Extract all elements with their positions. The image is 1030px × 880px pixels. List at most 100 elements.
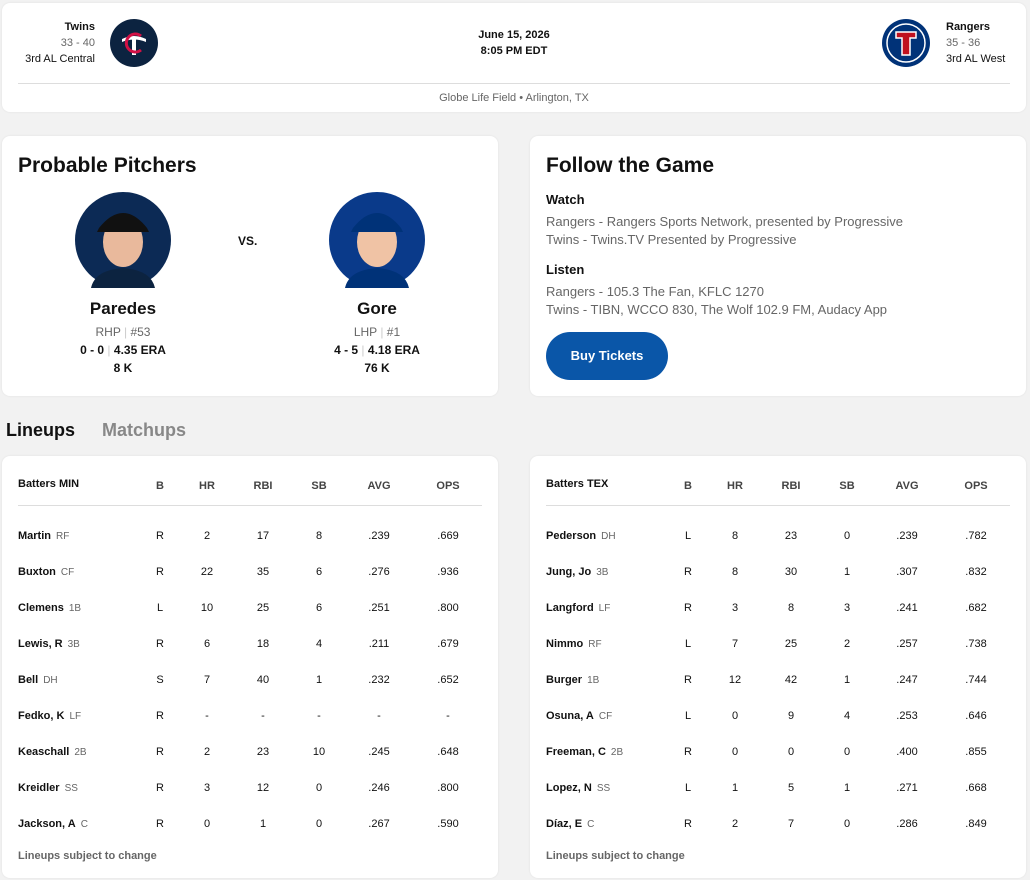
stat-cell: 7 (787, 818, 795, 830)
stat-cell: .267 (368, 818, 390, 830)
stat-cell: L (684, 638, 692, 650)
batter: Lewis, R 3B (18, 638, 80, 650)
batter-position: C (80, 819, 88, 830)
stat-cell: 8 (315, 530, 323, 542)
batter-name: Osuna, A (546, 710, 594, 722)
watch-item: Twins - Twins.TV Presented by Progressiv… (546, 232, 797, 247)
stat-cell: .247 (896, 674, 918, 686)
batter-position: C (587, 819, 595, 830)
listen-label: Listen (546, 262, 585, 277)
stat-cell: .800 (437, 782, 459, 794)
batter-name: Nimmo (546, 638, 584, 650)
batter: Nimmo RF (546, 638, 602, 650)
batter: Buxton CF (18, 566, 74, 578)
stat-cell: L (684, 530, 692, 542)
listen-item: Twins - TIBN, WCCO 830, The Wolf 102.9 F… (546, 302, 888, 317)
pitcher-number: #53 (130, 325, 151, 339)
batter-name: Buxton (18, 566, 56, 578)
batter: Langford LF (546, 602, 610, 614)
stat-cell: .239 (896, 530, 918, 542)
stat-cell: .668 (965, 782, 987, 794)
column-header: B (156, 480, 164, 492)
game-time: 8:05 PM EDT (480, 45, 548, 57)
stat-cell: .648 (437, 746, 459, 758)
stat-cell: 30 (784, 566, 798, 578)
stat-cell: .855 (965, 746, 987, 758)
stat-cell: 3 (203, 782, 211, 794)
stat-cell: 4 (315, 638, 323, 650)
batter: Bell DH (18, 674, 58, 686)
batter: Lopez, N SS (546, 782, 610, 794)
away-record: 33 - 40 (60, 37, 95, 49)
stat-cell: 25 (256, 602, 270, 614)
batter-name: Fedko, K (18, 710, 65, 722)
stat-cell: 5 (787, 782, 795, 794)
column-header: B (684, 480, 692, 492)
stat-cell: 25 (784, 638, 798, 650)
away-standing: 3rd AL Central (25, 53, 95, 65)
follow-card: Follow the Game Watch Rangers - Rangers … (530, 136, 1026, 396)
home-standing: 3rd AL West (946, 53, 1006, 65)
stat-cell: .669 (437, 530, 459, 542)
stat-cell: .286 (896, 818, 918, 830)
stat-cell: R (684, 602, 692, 614)
stat-cell: 1 (315, 674, 323, 686)
column-header: Batters TEX (546, 478, 609, 490)
pitcher-strikeouts: 76 K (364, 361, 390, 375)
stat-cell: 12 (256, 782, 270, 794)
tab[interactable]: Matchups (102, 420, 187, 440)
stat-cell: .211 (368, 638, 390, 650)
stat-cell: 1 (843, 566, 851, 578)
player-photo (329, 192, 425, 288)
tab-active[interactable]: Lineups (6, 420, 76, 440)
batter-position: DH (601, 531, 616, 542)
batter: Martin RF (18, 530, 69, 542)
stat-cell: 0 (843, 530, 851, 542)
stat-cell: R (156, 638, 164, 650)
stat-cell: R (156, 746, 164, 758)
batter-name: Jung, Jo (546, 566, 592, 578)
game-header: Twins 33 - 40 3rd AL Central June 15, 20… (2, 3, 1026, 112)
column-header: Batters MIN (18, 478, 80, 490)
stat-cell: 12 (728, 674, 742, 686)
batter-position: LF (69, 711, 82, 722)
stat-cell: 0 (843, 818, 851, 830)
column-header: AVG (895, 480, 919, 492)
batter-position: 2B (74, 747, 87, 758)
pitcher-name: Gore (357, 299, 397, 318)
stat-cell: R (156, 566, 164, 578)
stat-cell: .738 (965, 638, 987, 650)
stat-cell: 2 (731, 818, 739, 830)
pitcher-number: #1 (386, 325, 401, 339)
stat-cell: - (261, 710, 265, 722)
player-photo (75, 192, 171, 288)
stat-cell: 0 (203, 818, 211, 830)
batter-position: SS (64, 783, 78, 794)
column-header: SB (311, 480, 327, 492)
pitcher-era: 4.35 ERA (113, 343, 166, 357)
stat-cell: R (156, 710, 164, 722)
home-record: 35 - 36 (946, 37, 981, 49)
pitcher-name: Paredes (89, 299, 157, 318)
column-header: OPS (964, 480, 988, 492)
listen-item: Rangers - 105.3 The Fan, KFLC 1270 (546, 284, 764, 299)
batter-position: 3B (596, 567, 609, 578)
away-team-name: Twins (64, 21, 95, 33)
batter-position: CF (60, 567, 75, 578)
watch-label: Watch (546, 192, 585, 207)
stat-cell: .239 (368, 530, 390, 542)
batter-position: 1B (68, 603, 82, 614)
stat-cell: .590 (437, 818, 459, 830)
away-logo (110, 19, 158, 67)
batter-name: Keaschall (18, 746, 70, 758)
batter-position: 3B (67, 639, 80, 650)
stat-cell: R (684, 818, 692, 830)
batter: Clemens 1B (18, 602, 81, 614)
stat-cell: L (684, 782, 692, 794)
batter-position: RF (588, 639, 602, 650)
batter-position: LF (598, 603, 611, 614)
batter-position: 1B (587, 675, 600, 686)
stat-cell: .832 (965, 566, 987, 578)
buy-tickets-button[interactable]: Buy Tickets (546, 332, 668, 380)
